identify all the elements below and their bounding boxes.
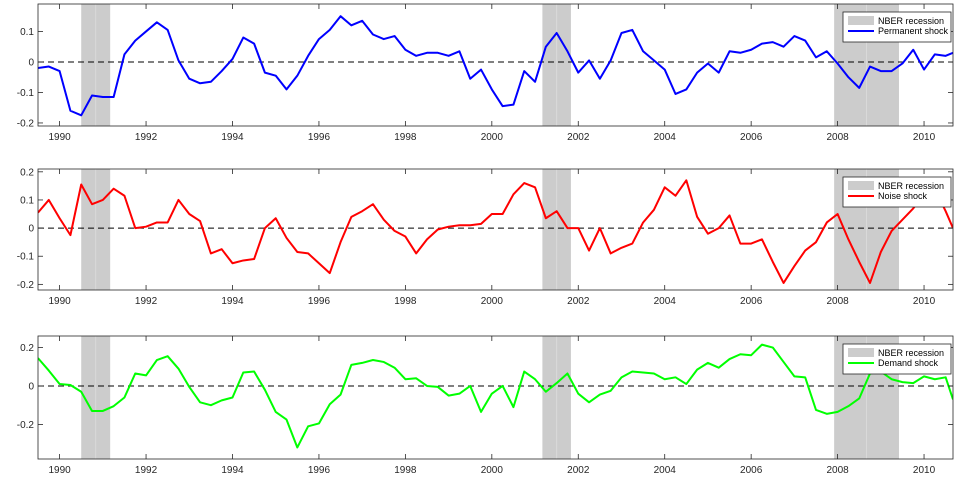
y-tick-label: -0.1 — [17, 88, 35, 99]
x-tick-label: 2008 — [826, 465, 849, 476]
x-tick-label: 1998 — [394, 465, 417, 476]
series-line — [38, 179, 953, 284]
plot-area — [38, 336, 953, 459]
x-tick-label: 1998 — [394, 296, 417, 307]
legend-recession-label: NBER recession — [878, 181, 944, 191]
x-tick-label: 2002 — [567, 465, 590, 476]
chart-panel-1: -0.2 -0.1 0 0.1 1990 1992 1994 1996 1998 2000 2002… — [17, 3, 954, 143]
series-line — [38, 343, 953, 449]
y-tick-label: 0 — [28, 381, 34, 392]
legend-series-label: Permanent shock — [878, 26, 949, 36]
x-tick-label: 1994 — [221, 296, 244, 307]
x-tick-label: 2002 — [567, 132, 590, 143]
x-tick-label: 2010 — [913, 465, 936, 476]
y-tick-label: -0.2 — [17, 118, 35, 129]
series-line — [38, 15, 953, 117]
x-tick-label: 1990 — [48, 465, 71, 476]
x-tick-label: 1998 — [394, 132, 417, 143]
x-tick-label: 1994 — [221, 465, 244, 476]
y-tick-label: -0.2 — [17, 420, 35, 431]
y-tick-label: 0.1 — [20, 27, 34, 38]
legend-recession-swatch — [848, 16, 874, 25]
x-tick-label: 2006 — [740, 465, 763, 476]
legend-box — [842, 343, 952, 375]
x-tick-label: 2004 — [654, 132, 677, 143]
x-tick-label: 1996 — [308, 465, 331, 476]
x-tick-label: 1990 — [48, 296, 71, 307]
x-tick-label: 2008 — [826, 296, 849, 307]
plot-area — [38, 4, 953, 126]
x-tick-label: 2006 — [740, 296, 763, 307]
legend-series-label: Demand shock — [878, 358, 939, 368]
x-tick-label: 2008 — [826, 132, 849, 143]
x-tick-label: 1990 — [48, 132, 71, 143]
plot-area — [38, 169, 953, 290]
y-tick-label: 0.2 — [20, 343, 34, 354]
y-tick-label: 0.1 — [20, 195, 34, 206]
x-tick-label: 2002 — [567, 296, 590, 307]
x-tick-label: 2000 — [481, 296, 504, 307]
legend-recession-label: NBER recession — [878, 348, 944, 358]
y-tick-label: 0.2 — [20, 167, 34, 178]
x-tick-label: 2006 — [740, 132, 763, 143]
legend-recession-swatch — [848, 181, 874, 190]
x-tick-label: 2010 — [913, 296, 936, 307]
x-tick-label: 2010 — [913, 132, 936, 143]
x-tick-label: 1992 — [135, 132, 158, 143]
chart-panel-2: -0.2 -0.1 0 0.1 0.2 1990 1992 1994 1996 1998 2000 2… — [17, 167, 954, 307]
y-tick-label: 0 — [28, 224, 34, 235]
legend-recession-label: NBER recession — [878, 16, 944, 26]
chart-panel-3: -0.2 0 0.2 1990 1992 1994 1996 1998 2000 2002 2004… — [17, 335, 954, 476]
axes-frame — [37, 335, 954, 460]
y-tick-label: 0 — [28, 57, 34, 68]
x-tick-label: 2004 — [654, 465, 677, 476]
x-tick-label: 2004 — [654, 296, 677, 307]
axes-frame — [37, 3, 954, 127]
x-tick-label: 1992 — [135, 296, 158, 307]
legend-series-label: Noise shock — [878, 191, 928, 201]
x-tick-label: 2000 — [481, 132, 504, 143]
legend-recession-swatch — [848, 348, 874, 357]
x-tick-label: 1992 — [135, 465, 158, 476]
axes-frame — [37, 168, 954, 291]
x-tick-label: 1994 — [221, 132, 244, 143]
x-tick-label: 1996 — [308, 132, 331, 143]
x-tick-label: 1996 — [308, 296, 331, 307]
x-tick-label: 2000 — [481, 465, 504, 476]
y-tick-label: -0.1 — [17, 252, 35, 263]
y-tick-label: -0.2 — [17, 280, 35, 291]
